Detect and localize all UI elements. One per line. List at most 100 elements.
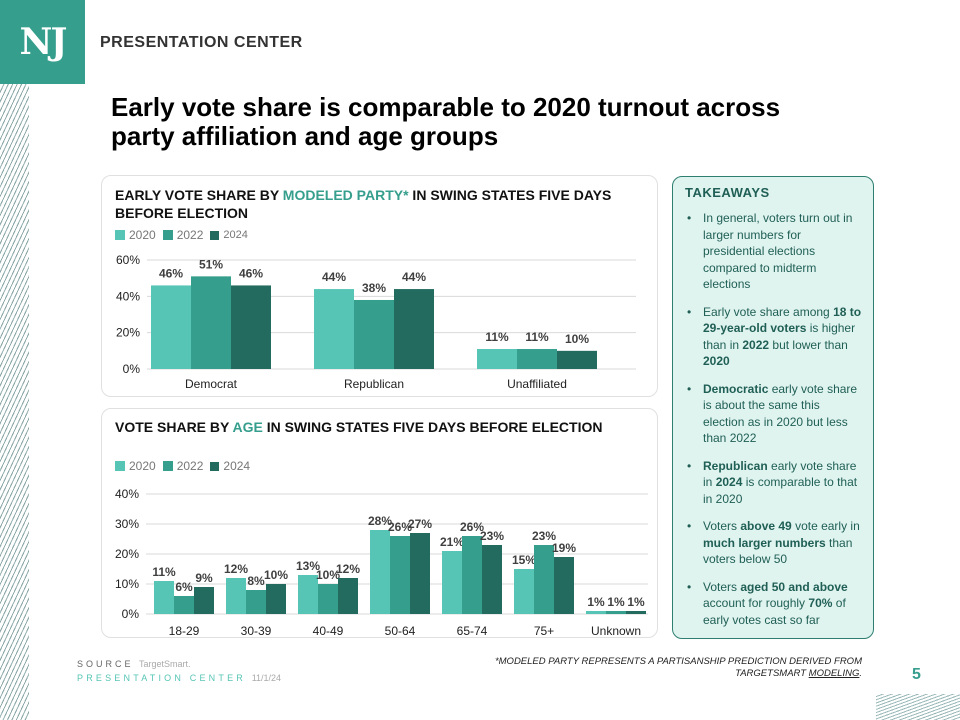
bar-2020-50-64 (370, 530, 390, 614)
takeaway-text: Early vote share among (703, 304, 834, 319)
bar-2020-unaffiliated (477, 349, 517, 369)
category-label: 40-49 (313, 624, 344, 638)
age-chart-legend: 2020 2022 2024 (115, 459, 250, 473)
y-tick-label: 0% (123, 362, 141, 376)
takeaway-text: is higher than in (703, 321, 856, 352)
legend-swatch-2024 (210, 230, 220, 240)
bar-2024-unaffiliated (557, 350, 597, 369)
bar-2024-democrat (231, 285, 271, 369)
data-label: 13% (296, 559, 320, 573)
age-chart-title: VOTE SHARE BY AGE IN SWING STATES FIVE D… (115, 418, 645, 436)
takeaway-emphasis: Republican (703, 458, 768, 473)
data-label: 8% (247, 574, 265, 588)
bar-2022-30-39 (246, 590, 266, 614)
bar-2024-18-29 (194, 587, 214, 614)
takeaway-emphasis: 2024 (715, 475, 743, 489)
title-text: VOTE SHARE BY (115, 419, 233, 435)
source-label: SOURCE (77, 659, 134, 669)
bar-2022-unaffiliated (517, 349, 557, 369)
bar-2024-65-74 (482, 545, 502, 614)
data-label: 38% (362, 281, 386, 295)
category-label: Republican (344, 377, 404, 391)
data-label: 12% (336, 562, 360, 576)
takeaway-item: Democratic early vote share is about the… (683, 381, 863, 447)
modeling-link[interactable]: MODELING (808, 668, 860, 679)
takeaway-text: account for roughly (703, 596, 809, 610)
category-label: 65-74 (457, 624, 488, 638)
title-highlight: AGE (232, 419, 263, 435)
bar-2020-unknown (586, 611, 606, 614)
y-tick-label: 60% (116, 253, 140, 267)
takeaway-emphasis: 70% (808, 596, 833, 610)
data-label: 9% (195, 571, 213, 585)
bar-2024-unknown (626, 611, 646, 614)
data-label: 44% (322, 270, 346, 284)
legend-label-2022: 2022 (176, 228, 204, 242)
bar-2022-republican (354, 299, 394, 369)
data-label: 12% (224, 562, 248, 576)
footnote-text: *MODELED PARTY REPRESENTS A PARTISANSHIP… (494, 656, 862, 679)
legend-label-2020: 2020 (129, 228, 156, 242)
category-label: 18-29 (169, 624, 200, 638)
takeaway-text: vote early in (791, 519, 860, 533)
logo-text: NJ (19, 21, 68, 63)
data-label: 23% (480, 529, 504, 543)
data-label: 26% (460, 520, 484, 534)
title-text: EARLY VOTE SHARE BY (115, 187, 283, 203)
title-highlight: MODELED PARTY* (282, 187, 409, 203)
takeaway-text: is comparable to that in 2020 (703, 475, 858, 506)
presentation-center-line: PRESENTATION CENTER 11/1/24 (77, 673, 281, 683)
bar-2024-75+ (554, 557, 574, 614)
data-label: 27% (408, 517, 432, 531)
y-tick-label: 10% (115, 577, 139, 591)
category-label: 50-64 (385, 624, 416, 638)
y-tick-label: 40% (116, 289, 140, 303)
party-bar-chart: 0% 20% 40% 60% 46% 51% 46% Democrat 44% 38% 44% Rep… (116, 253, 636, 391)
y-tick-label: 30% (115, 517, 139, 531)
legend-swatch-2020 (115, 461, 125, 471)
takeaway-emphasis: 2022 (742, 337, 770, 352)
takeaway-item: Early vote share among 18 to 29-year-old… (683, 304, 863, 370)
takeaway-item: Voters aged 50 and above account for rou… (683, 579, 863, 629)
legend-label-2022: 2022 (176, 459, 204, 473)
takeaway-item: Republican early vote share in 2024 is c… (683, 458, 863, 508)
bar-2022-18-29 (174, 596, 194, 614)
data-label: 11% (485, 330, 509, 344)
category-label: Unknown (591, 624, 641, 638)
takeaway-emphasis: above 49 (740, 519, 792, 533)
y-tick-label: 40% (115, 487, 139, 501)
takeaway-emphasis: Democratic (703, 381, 769, 396)
data-label: 1% (607, 595, 625, 609)
bar-2024-50-64 (410, 533, 430, 614)
data-label: 51% (199, 257, 223, 271)
takeaway-item: Voters above 49 vote early in much large… (683, 518, 863, 568)
source-line: SOURCE TargetSmart. (77, 659, 191, 669)
data-label: 10% (264, 568, 288, 582)
bar-2020-30-39 (226, 578, 246, 614)
takeaway-text: than voters below 50 (703, 535, 853, 567)
takeaway-emphasis: 18 to 29-year-old voters (703, 304, 862, 336)
decorative-hatch-left (0, 84, 29, 720)
party-chart-title: EARLY VOTE SHARE BY MODELED PARTY* IN SW… (115, 186, 645, 222)
category-label: 75+ (534, 624, 554, 638)
y-tick-label: 20% (116, 326, 140, 340)
pc-label: PRESENTATION CENTER (77, 673, 246, 683)
legend-swatch-2022 (162, 461, 173, 471)
legend-label-2020: 2020 (129, 459, 156, 473)
bar-2020-65-74 (442, 551, 462, 614)
legend-swatch-2020 (115, 230, 125, 240)
data-label: 1% (587, 595, 605, 609)
takeaway-text: early vote share in (703, 458, 857, 490)
legend-swatch-2024 (210, 461, 220, 471)
takeaway-text: but lower than (769, 337, 848, 352)
bar-2020-republican (314, 289, 354, 369)
takeaway-emphasis: much larger numbers (703, 535, 826, 550)
nj-logo: NJ (0, 0, 85, 84)
y-tick-label: 20% (115, 547, 139, 561)
data-label: 28% (368, 514, 392, 528)
data-label: 11% (152, 565, 176, 579)
bar-2024-30-39 (266, 584, 286, 614)
takeaway-item: In general, voters turn out in larger nu… (683, 210, 863, 293)
bar-2024-40-49 (338, 578, 358, 614)
